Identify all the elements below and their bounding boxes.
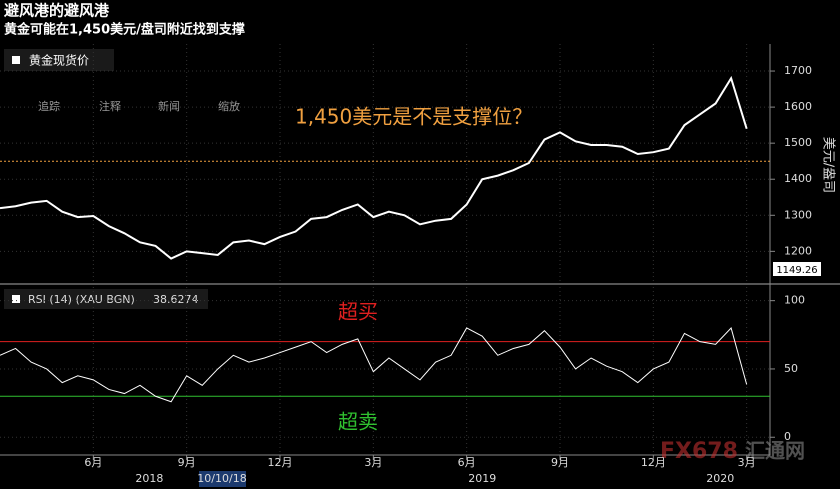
x-tick-label: 3月 <box>738 456 756 469</box>
legend-label: RSI (14) (XAU BGN) <box>28 293 135 306</box>
year-label: 2020 <box>706 472 734 485</box>
legend-label: 黄金现货价 <box>29 53 89 68</box>
subtitle: 黄金可能在1,450美元/盘司附近找到支撑 <box>4 22 245 38</box>
legend-swatch <box>12 295 20 303</box>
cursor-date-box <box>199 471 246 487</box>
oversold-label: 超卖 <box>338 410 378 434</box>
toolbar-item[interactable]: 缩放 <box>218 99 240 113</box>
legend-box <box>4 289 208 309</box>
x-tick-label: 3月 <box>364 456 382 469</box>
cursor-date: 10/10/18 <box>197 472 246 485</box>
year-label: 2019 <box>468 472 496 485</box>
x-tick-label: 9月 <box>178 456 196 469</box>
toolbar-item[interactable]: 追踪 <box>38 99 60 113</box>
y-tick-label: 50 <box>784 362 798 375</box>
x-tick-label: 12月 <box>641 456 666 469</box>
x-tick-label: 9月 <box>551 456 569 469</box>
x-tick-label: 12月 <box>268 456 293 469</box>
y-tick-label: 1500 <box>784 136 812 149</box>
line-series <box>0 326 748 403</box>
y-tick-label: 0 <box>784 430 791 443</box>
watermark: 汇通网 <box>745 439 805 463</box>
y-tick-label: 1600 <box>784 100 812 113</box>
legend-swatch <box>12 56 20 64</box>
annotation: 1,450美元是不是支撑位？ <box>295 105 532 129</box>
legend-value: 38.6274 <box>153 293 199 306</box>
price-tag-box <box>773 262 821 276</box>
watermark: FX678 <box>660 439 738 464</box>
y-tick-label: 1700 <box>784 64 812 77</box>
x-tick-label: 6月 <box>458 456 476 469</box>
year-label: 2018 <box>135 472 163 485</box>
overbought-label: 超买 <box>338 300 378 324</box>
y-tick-label: 100 <box>784 294 805 307</box>
y-tick-label: 1300 <box>784 208 812 221</box>
line-series <box>0 75 748 260</box>
legend-box <box>4 49 114 71</box>
y-tick-label: 1200 <box>784 244 812 257</box>
title: 避风港的避风港 <box>4 2 110 20</box>
toolbar-item[interactable]: 注释 <box>99 99 121 113</box>
y-axis-title: 美元/盎司 <box>821 137 836 193</box>
price-tag: 1149.26 <box>776 265 817 276</box>
y-tick-label: 1400 <box>784 172 812 185</box>
toolbar-item[interactable]: 新闻 <box>158 99 180 113</box>
x-tick-label: 6月 <box>84 456 102 469</box>
